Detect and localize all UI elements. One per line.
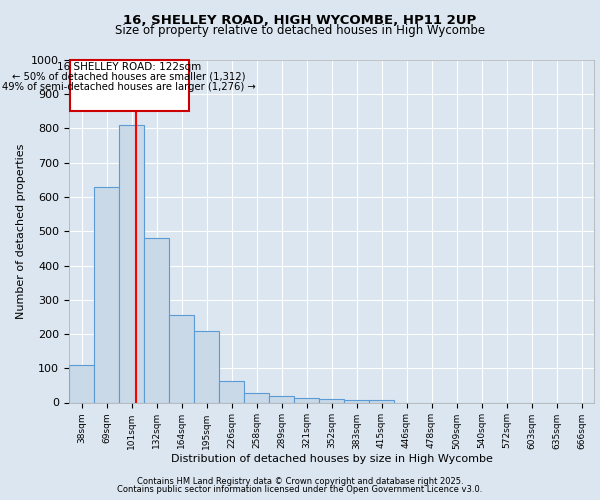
Bar	[269, 396, 294, 402]
Bar	[169, 315, 194, 402]
Bar	[369, 400, 394, 402]
Text: Contains HM Land Registry data © Crown copyright and database right 2025.: Contains HM Land Registry data © Crown c…	[137, 478, 463, 486]
Bar	[144, 238, 169, 402]
Bar	[244, 394, 269, 402]
Text: 49% of semi-detached houses are larger (1,276) →: 49% of semi-detached houses are larger (…	[2, 82, 256, 92]
FancyBboxPatch shape	[70, 60, 189, 110]
Bar	[344, 400, 369, 402]
Text: Contains public sector information licensed under the Open Government Licence v3: Contains public sector information licen…	[118, 485, 482, 494]
Bar	[94, 186, 119, 402]
Bar	[69, 365, 94, 403]
Text: ← 50% of detached houses are smaller (1,312): ← 50% of detached houses are smaller (1,…	[13, 72, 246, 82]
Bar	[319, 399, 344, 402]
Bar	[194, 330, 219, 402]
Y-axis label: Number of detached properties: Number of detached properties	[16, 144, 26, 319]
X-axis label: Distribution of detached houses by size in High Wycombe: Distribution of detached houses by size …	[170, 454, 493, 464]
Bar	[294, 398, 319, 402]
Text: 16, SHELLEY ROAD, HIGH WYCOMBE, HP11 2UP: 16, SHELLEY ROAD, HIGH WYCOMBE, HP11 2UP	[124, 14, 476, 27]
Bar	[219, 382, 244, 402]
Text: 16 SHELLEY ROAD: 122sqm: 16 SHELLEY ROAD: 122sqm	[57, 62, 202, 72]
Text: Size of property relative to detached houses in High Wycombe: Size of property relative to detached ho…	[115, 24, 485, 37]
Bar	[119, 125, 144, 402]
